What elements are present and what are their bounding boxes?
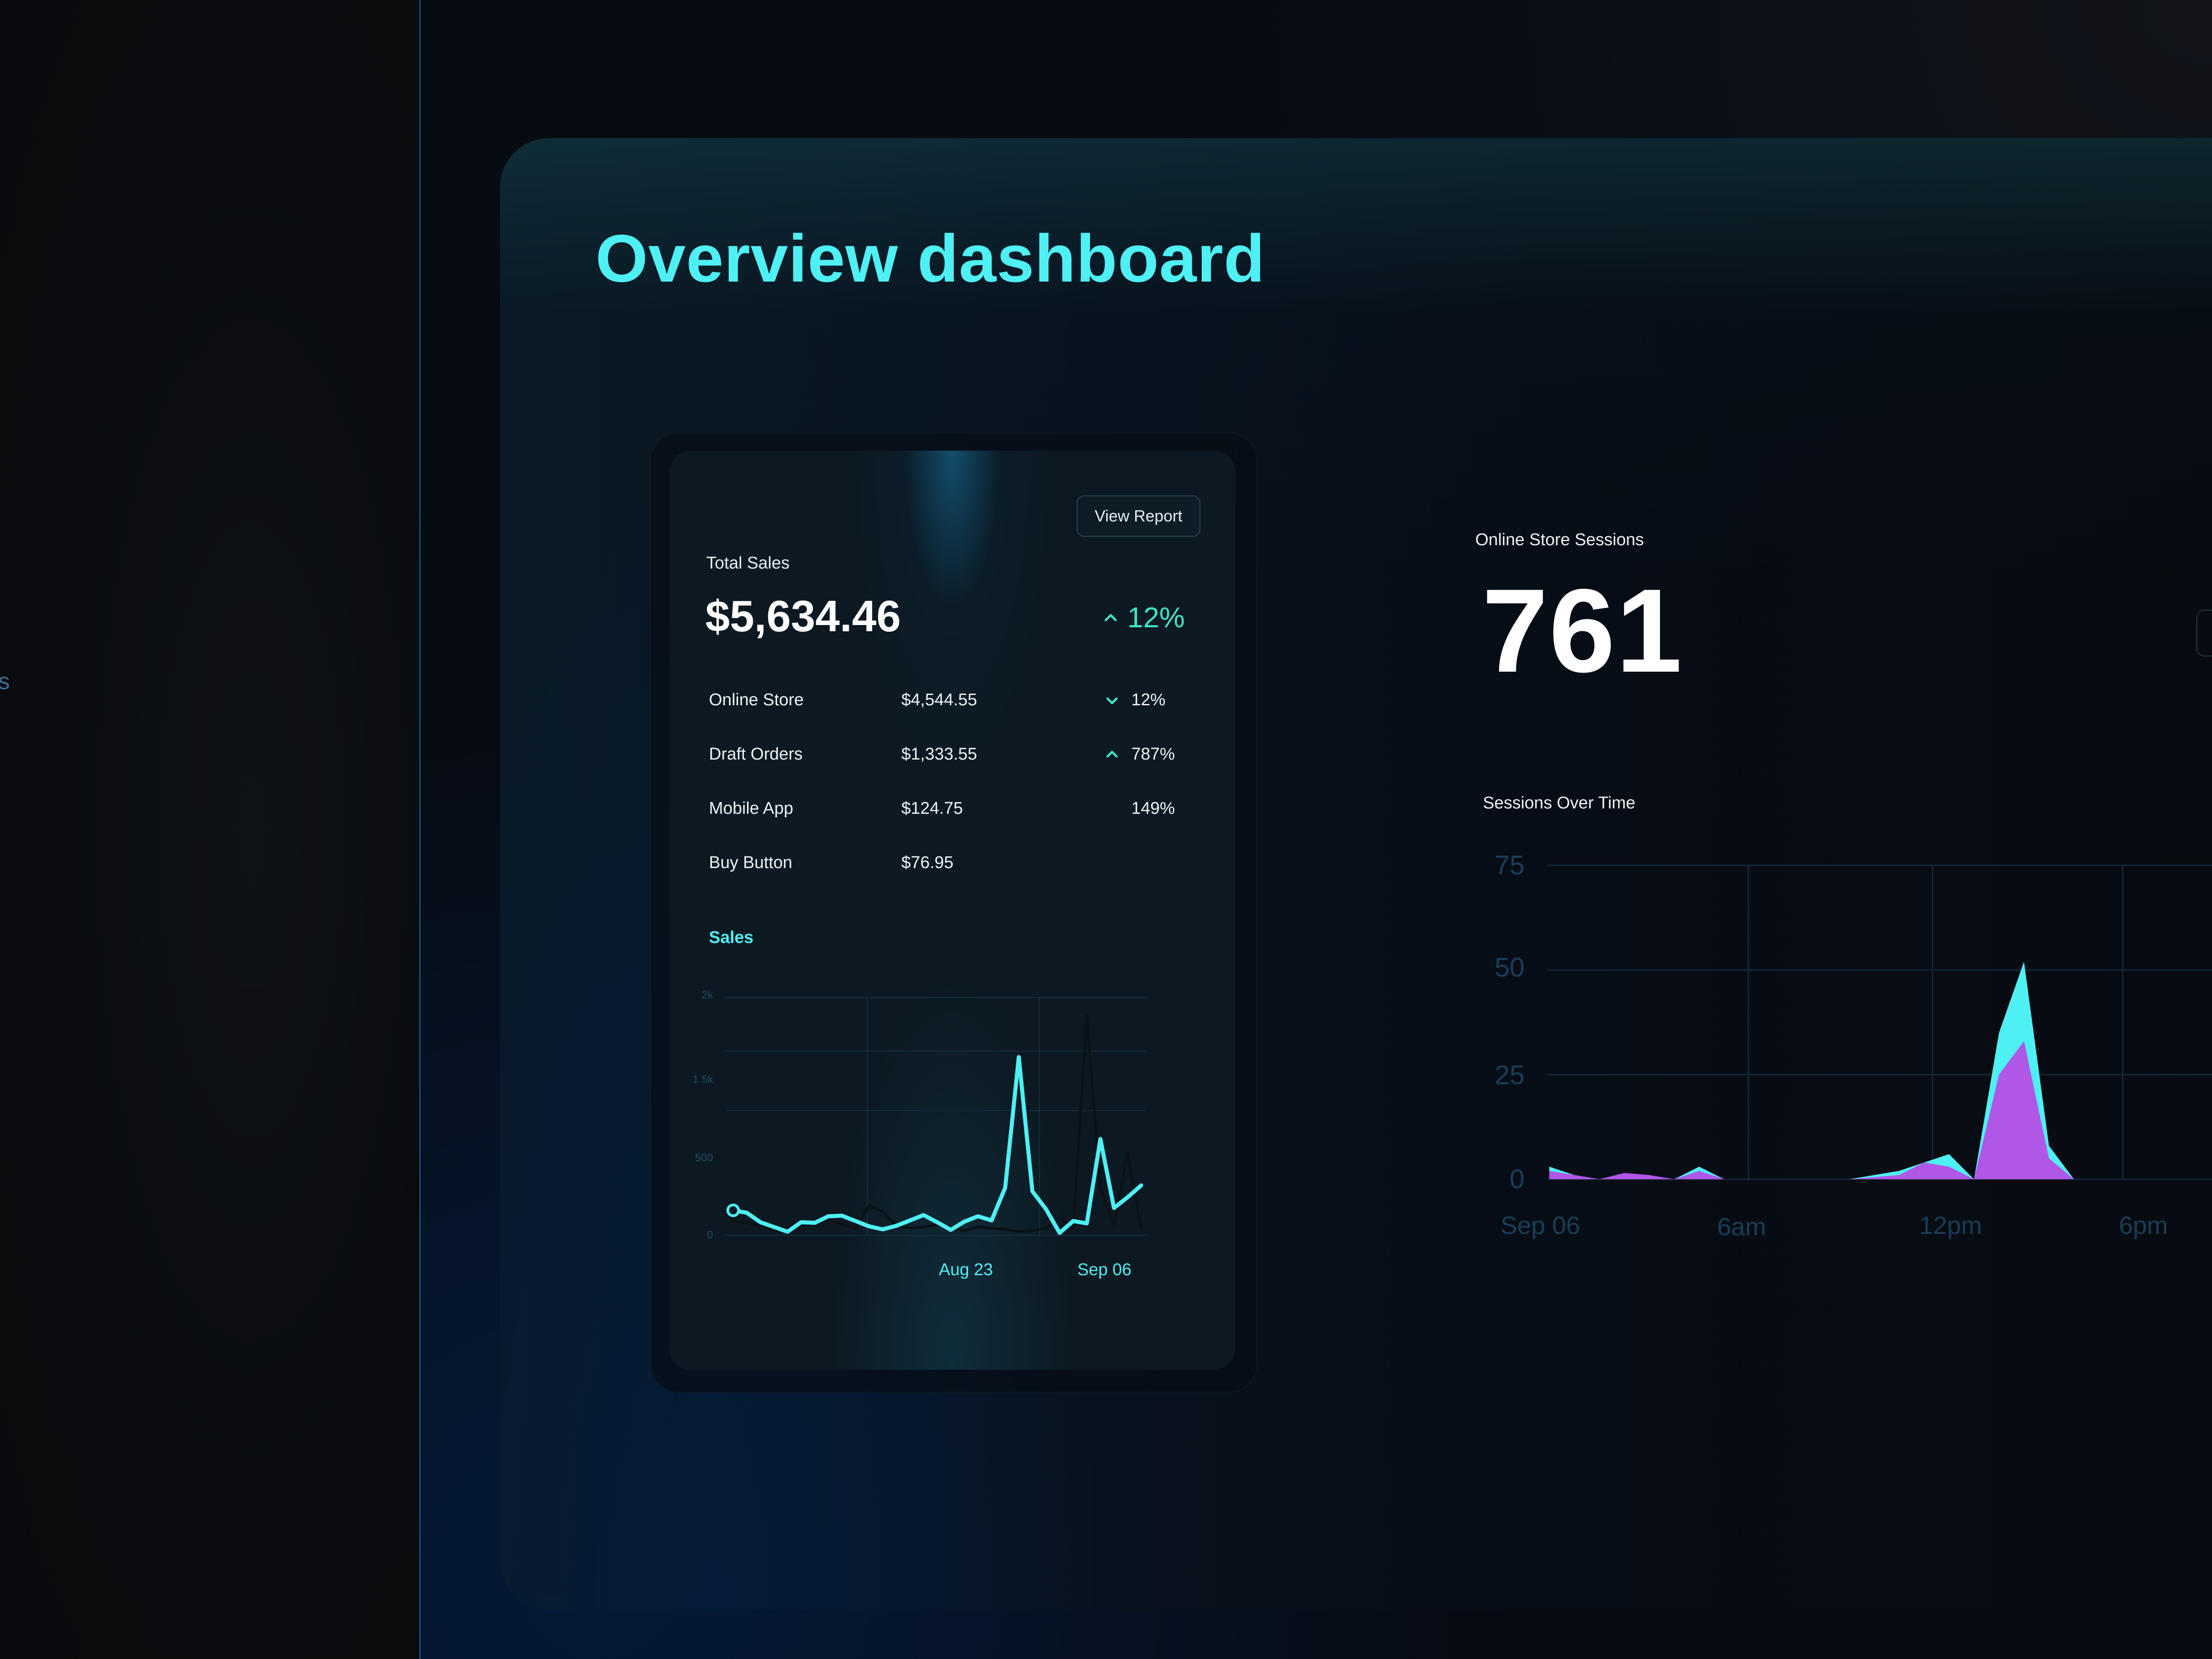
y-tick-label: 2k <box>702 989 713 1001</box>
row-channel-value: $124.75 <box>901 799 963 818</box>
chevron-down-icon <box>1106 697 1118 704</box>
y-tick-label: 0 <box>707 1229 713 1241</box>
row-channel-name: Buy Button <box>709 853 792 872</box>
x-tick-label: 12pm <box>1919 1211 1982 1239</box>
total-sales-change: 12% <box>1104 601 1185 634</box>
row-channel-value: $4,544.55 <box>901 691 978 709</box>
row-channel-name: Online Store <box>709 691 804 709</box>
total-sales-label: Total Sales <box>706 554 790 573</box>
y-tick-label: 500 <box>695 1152 713 1164</box>
sessions-over-time-title: Sessions Over Time <box>1483 794 1635 812</box>
panel-divider <box>419 0 421 1659</box>
left-panel-text-fragment: s <box>0 669 10 695</box>
y-tick-label: 1.5k <box>693 1073 713 1086</box>
x-tick-label: Sep 06 <box>1078 1260 1131 1279</box>
y-tick-label: 75 <box>1495 850 1525 880</box>
row-channel-value: $1,333.55 <box>901 745 978 764</box>
sessions-previous-area <box>1549 1041 2124 1179</box>
y-tick-label: 0 <box>1510 1164 1525 1194</box>
row-channel-name: Mobile App <box>709 799 794 818</box>
sales-chart-title: Sales <box>709 928 754 947</box>
total-sales-change-value: 12% <box>1127 601 1185 634</box>
page-title: Overview dashboard <box>595 221 1265 296</box>
chevron-up-icon <box>1104 614 1117 621</box>
y-tick-label: 25 <box>1495 1060 1525 1090</box>
x-tick-label: Aug 23 <box>939 1260 993 1279</box>
row-channel-change: 149% <box>1131 799 1175 818</box>
online-store-sessions-value: 761 <box>1482 565 1683 697</box>
sales-line-chart: 2k 1.5k 500 0 Aug 23 Sep 06 <box>693 989 1146 1279</box>
row-channel-change: 12% <box>1131 691 1166 709</box>
sessions-area-chart: 75 50 25 0 Sep 06 6am 12pm 6pm <box>1495 850 2212 1241</box>
row-channel-value: $76.95 <box>901 853 954 872</box>
x-tick-label: 6pm <box>2119 1211 2168 1239</box>
chevron-up-icon <box>1106 751 1118 758</box>
x-tick-label: 6am <box>1717 1212 1766 1241</box>
series-start-marker <box>726 1203 740 1217</box>
view-report-button[interactable]: View Report <box>1077 495 1200 537</box>
sessions-options-button[interactable] <box>2196 610 2212 656</box>
sales-card <box>669 451 1235 1370</box>
total-sales-value: $5,634.46 <box>705 591 901 641</box>
x-tick-label: Sep 06 <box>1500 1211 1580 1239</box>
row-channel-change: 787% <box>1131 745 1175 764</box>
online-store-sessions-label: Online Store Sessions <box>1475 530 1644 549</box>
left-panel <box>0 0 419 1659</box>
y-tick-label: 50 <box>1495 952 1525 982</box>
row-channel-name: Draft Orders <box>709 745 803 764</box>
sales-series-line <box>731 1055 1143 1235</box>
